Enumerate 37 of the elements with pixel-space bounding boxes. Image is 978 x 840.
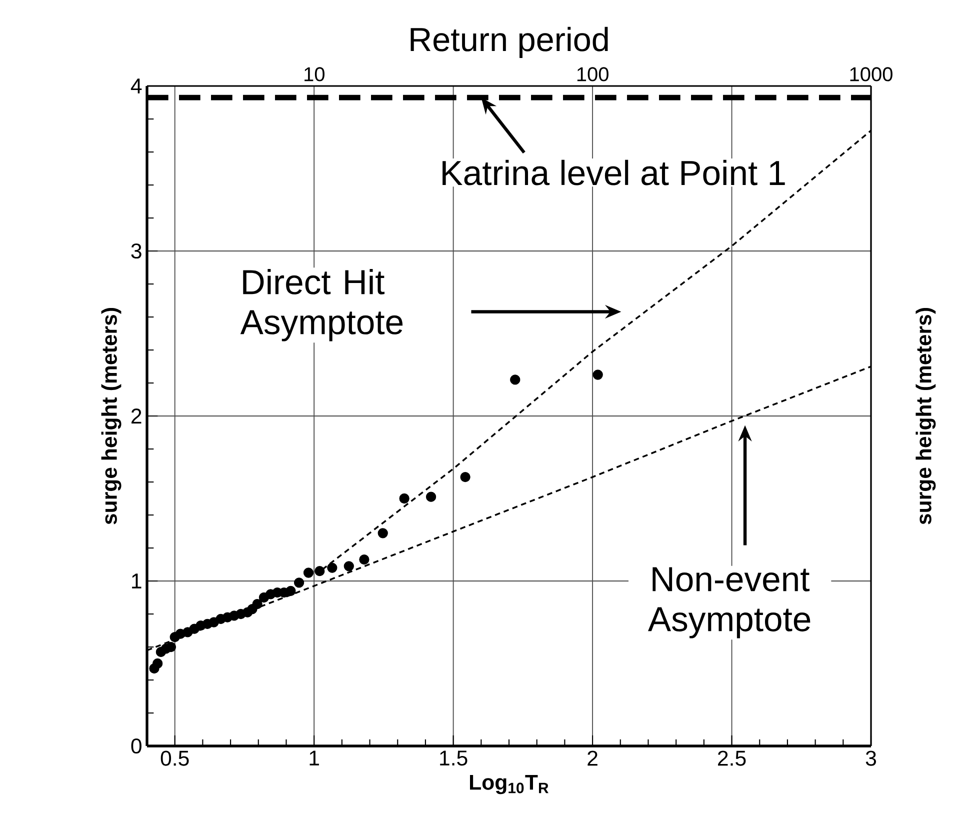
x2-tick-label: 100 [577,67,608,82]
x2-axis-title: Return period [410,26,608,58]
x-tick-label: 1 [310,750,319,766]
point [359,554,370,565]
x-tick-label: 0.5 [160,750,189,766]
point [460,472,470,482]
x-tick-label: 2 [588,750,598,766]
y-axis-title: surge height (meters) [101,308,122,524]
x-tick-label: 3 [866,750,876,766]
y-tick-label: 4 [130,78,142,94]
x-tick-label: 1.5 [440,750,468,766]
x2-tick-label: 10 [304,67,324,82]
point [344,561,354,572]
y-tick-label: 0 [131,738,142,754]
y-tick-label: 2 [131,408,142,424]
point [303,568,314,578]
x2-tick-label: 1000 [850,67,892,82]
x-tick-label: 2.5 [718,750,746,766]
point [399,493,410,504]
point [426,492,436,502]
annotation: Direct Hit Asymptote [240,268,403,342]
point [510,374,520,385]
point [592,370,603,380]
y-tick-label: 3 [131,243,142,259]
point [327,562,338,573]
point [252,599,262,610]
point [166,642,176,652]
annotation: Katrina level at Point 1 [442,160,785,186]
x-axis-title: Log$_{10}$T$_{R}$ [470,774,548,794]
y-tick-label: 1 [132,574,142,588]
point [294,578,304,588]
annotation: Non-event Asymptote [648,567,810,638]
point [378,528,388,538]
point [314,566,325,576]
point [152,658,163,669]
y2-axis-title: surge height (meters) [916,308,936,524]
point [286,586,296,596]
